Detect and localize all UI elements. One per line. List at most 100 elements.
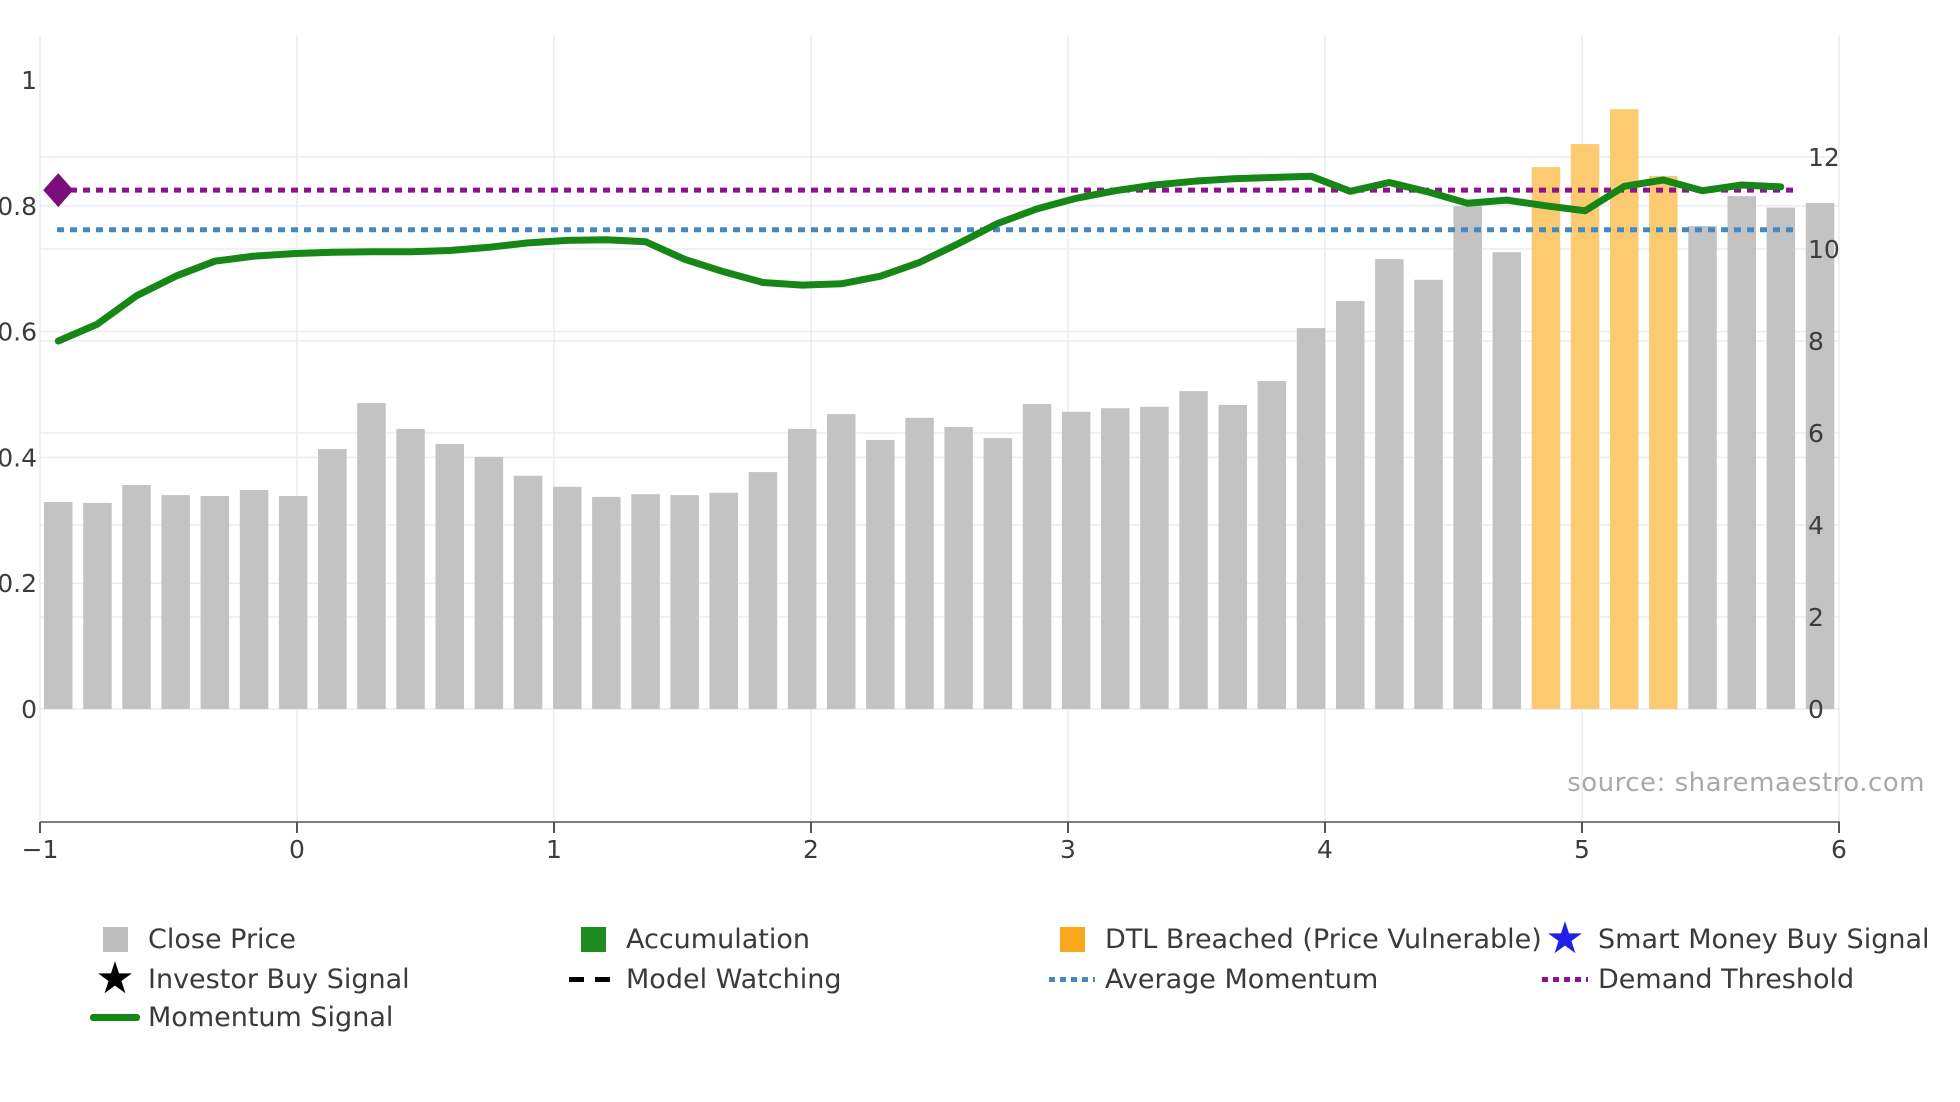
- momentum-signal-line: [54, 172, 1785, 345]
- momentum-signal-marker: [90, 1013, 140, 1021]
- legend-item-close-price: Close Price: [90, 920, 296, 958]
- dtl-breached-bar: [1531, 167, 1561, 710]
- legend-item-model-watching: Model Watching: [568, 960, 841, 998]
- left-tick-label: 0.4: [0, 443, 37, 472]
- dtl-breached-price-vulnerable-swatch-icon: [1047, 926, 1097, 952]
- legend-item-momentum-signal: Momentum Signal: [90, 998, 393, 1036]
- left-tick-label: 0: [21, 695, 37, 724]
- close-price-bar: [670, 495, 699, 709]
- close-price-bar: [396, 428, 425, 709]
- close-price-bars: [44, 109, 1835, 710]
- left-axis-labels: 0 0.2 0.4 0.6 0.8 1: [0, 66, 37, 724]
- close-price-bar: [905, 417, 934, 709]
- legend-item-average-momentum: Average Momentum: [1047, 960, 1378, 998]
- left-tick-label: 1: [21, 66, 37, 95]
- demand-threshold-marker: [43, 173, 74, 208]
- right-tick-label: 8: [1808, 327, 1824, 356]
- close-price-swatch-icon: [90, 926, 140, 952]
- right-tick-label: 6: [1808, 419, 1824, 448]
- legend-item-demand-threshold: Demand Threshold: [1540, 960, 1854, 998]
- dtl-breached-bar: [1610, 109, 1639, 709]
- close-price-bar: [787, 428, 817, 709]
- x-tick-label: 3: [1060, 835, 1076, 864]
- close-price-bar: [161, 495, 190, 709]
- close-price-bar: [200, 496, 230, 709]
- left-tick-label: 0.2: [0, 569, 37, 598]
- investor-buy-signal-marker: ★: [95, 953, 135, 1004]
- dtl-breached-bar: [1570, 144, 1600, 710]
- smart-money-buy-signal-marker: ★: [1545, 913, 1585, 964]
- x-tick-label: 4: [1317, 835, 1333, 864]
- right-tick-label: 2: [1808, 603, 1824, 632]
- close-price-bar: [827, 414, 856, 709]
- close-price-marker: [102, 926, 128, 952]
- investor-buy-signal-swatch-icon: ★: [90, 953, 140, 1004]
- close-price-bar: [1805, 203, 1835, 709]
- close-price-bar: [44, 502, 73, 709]
- x-axis: −1 0 1 2 3 4 5 6: [22, 821, 1847, 864]
- legend-label: Demand Threshold: [1598, 963, 1855, 995]
- close-price-bar: [1766, 207, 1796, 709]
- close-price-bar: [122, 485, 151, 709]
- close-price-bar: [983, 438, 1013, 709]
- legend-label: Momentum Signal: [148, 1001, 394, 1033]
- legend-label: Smart Money Buy Signal: [1598, 923, 1930, 955]
- close-price-bar: [1257, 381, 1287, 709]
- left-tick-label: 0.8: [0, 192, 37, 221]
- x-tick-label: 6: [1831, 835, 1847, 864]
- close-price-bar: [278, 496, 308, 709]
- demand-threshold-marker: [1542, 976, 1588, 982]
- source-attribution: source: sharemaestro.com: [1567, 768, 1925, 798]
- legend-label: Model Watching: [626, 963, 842, 995]
- accumulation-swatch-icon: [568, 926, 618, 952]
- demand-threshold-swatch-icon: [1540, 976, 1590, 982]
- legend-item-accumulation: Accumulation: [568, 920, 810, 958]
- accumulation-marker: [580, 926, 606, 952]
- legend-label: Investor Buy Signal: [148, 963, 410, 995]
- right-tick-label: 12: [1808, 143, 1840, 172]
- close-price-bar: [709, 492, 738, 709]
- close-price-bar: [318, 449, 347, 709]
- momentum-signal-swatch-icon: [90, 1013, 140, 1021]
- close-price-bar: [592, 496, 621, 709]
- close-price-bar: [1453, 206, 1482, 709]
- close-price-bar: [83, 502, 112, 709]
- threshold-lines: [57, 187, 1795, 233]
- close-price-bar: [1179, 391, 1208, 709]
- close-price-bar: [1022, 404, 1052, 709]
- close-price-bar: [1375, 259, 1404, 709]
- close-price-bar: [866, 439, 895, 709]
- close-price-bar: [631, 494, 660, 709]
- right-axis-labels: 0 2 4 6 8 10 12: [1808, 143, 1840, 724]
- close-price-bar: [1101, 408, 1130, 709]
- close-price-bar: [513, 475, 543, 709]
- dtl-breached-bar: [1649, 175, 1678, 709]
- legend-item-dtl-breached-price-vulnerable: DTL Breached (Price Vulnerable): [1047, 920, 1542, 958]
- right-tick-label: 10: [1808, 235, 1840, 264]
- close-price-bar: [1727, 196, 1756, 710]
- average-momentum-marker: [1049, 976, 1095, 982]
- close-price-bar: [435, 444, 464, 709]
- close-price-bar: [357, 403, 386, 709]
- legend-label: Average Momentum: [1105, 963, 1379, 995]
- model-watching-marker: [569, 976, 617, 982]
- close-price-bar: [748, 472, 778, 709]
- legend-label: Close Price: [148, 923, 296, 955]
- right-tick-label: 4: [1808, 511, 1824, 540]
- close-price-bar: [1296, 328, 1326, 709]
- close-price-bar: [1140, 406, 1169, 709]
- close-price-bar: [1492, 252, 1521, 709]
- model-watching-swatch-icon: [568, 976, 618, 982]
- legend-item-investor-buy-signal: ★ Investor Buy Signal: [90, 953, 410, 1004]
- close-price-bar: [944, 427, 973, 709]
- close-price-bar: [239, 490, 269, 709]
- close-price-bar: [1414, 279, 1443, 709]
- close-price-bar: [1688, 226, 1717, 709]
- x-tick-label: −1: [22, 835, 59, 864]
- x-tick-label: 0: [289, 835, 305, 864]
- close-price-bar: [553, 486, 582, 709]
- legend-label: DTL Breached (Price Vulnerable): [1105, 923, 1542, 955]
